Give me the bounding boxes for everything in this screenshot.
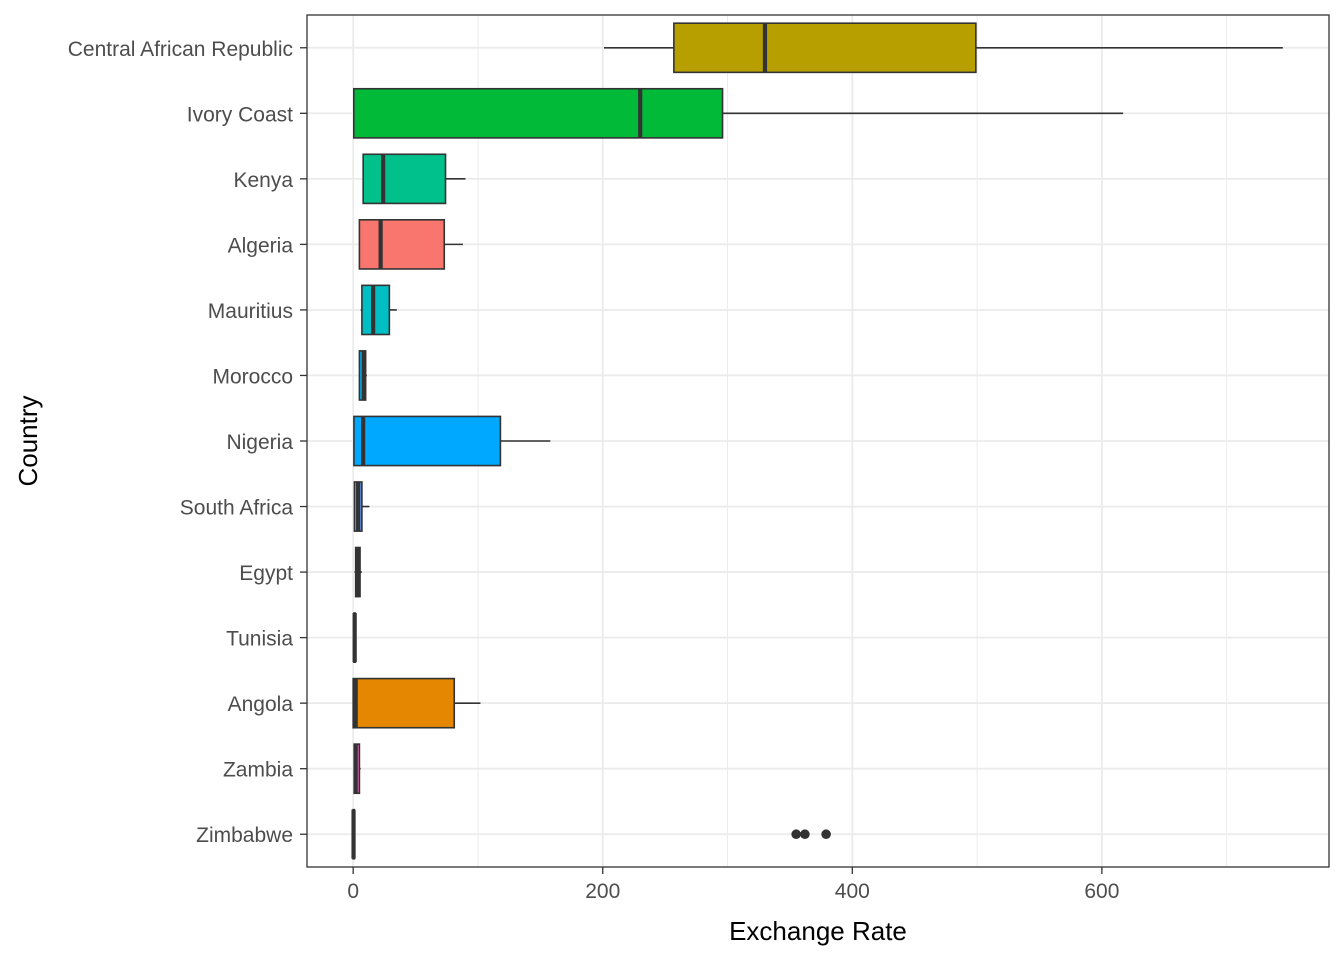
y-tick-label: Mauritius (208, 300, 293, 323)
box-kenya (362, 153, 466, 205)
box-iqr (361, 284, 391, 336)
x-tick-label: 400 (835, 880, 870, 903)
box-mauritius (360, 284, 397, 336)
y-tick-label: Morocco (212, 365, 293, 388)
y-tick-label: Ivory Coast (187, 103, 293, 126)
box-zambia (353, 743, 361, 795)
x-axis-title: Exchange Rate (729, 916, 907, 946)
x-tick-label: 200 (585, 880, 620, 903)
y-tick-label: Nigeria (226, 431, 293, 454)
box-iqr (362, 153, 447, 205)
y-tick-label: Zambia (223, 759, 293, 782)
box-morocco (358, 350, 367, 401)
box-nigeria (353, 415, 551, 467)
major-gridlines (307, 15, 1329, 867)
y-tick-label: Algeria (228, 234, 294, 257)
x-axis: 0 200 400 600 (347, 867, 1119, 903)
outlier-point (800, 829, 810, 840)
box-zimbabwe (351, 808, 831, 860)
y-tick-label: Egypt (239, 562, 293, 585)
outlier-point (791, 829, 801, 840)
y-axis: Central African Republic Ivory Coast Kenya… (68, 38, 307, 847)
box-ivory-coast (352, 87, 1124, 139)
box-algeria (358, 219, 463, 270)
x-tick-label: 600 (1084, 880, 1119, 903)
box-iqr (352, 677, 456, 729)
box-central-african-republic (603, 22, 1283, 74)
box-layer (351, 22, 1283, 860)
y-tick-label: Angola (228, 693, 294, 716)
y-tick-label: Central African Republic (68, 38, 293, 61)
box-egypt (354, 546, 362, 598)
box-iqr (358, 219, 446, 270)
y-tick-label: Tunisia (226, 628, 293, 651)
box-angola (352, 677, 481, 729)
box-iqr (352, 87, 724, 139)
y-tick-label: Zimbabwe (196, 824, 293, 847)
box-iqr (673, 22, 977, 74)
box-tunisia (352, 612, 357, 663)
y-axis-title: Country (13, 395, 43, 486)
y-tick-label: Kenya (233, 169, 293, 192)
box-south-africa (353, 481, 370, 532)
x-tick-label: 0 (347, 880, 359, 903)
box-iqr (353, 415, 502, 467)
y-tick-label: South Africa (180, 497, 294, 520)
outlier-point (821, 829, 831, 840)
